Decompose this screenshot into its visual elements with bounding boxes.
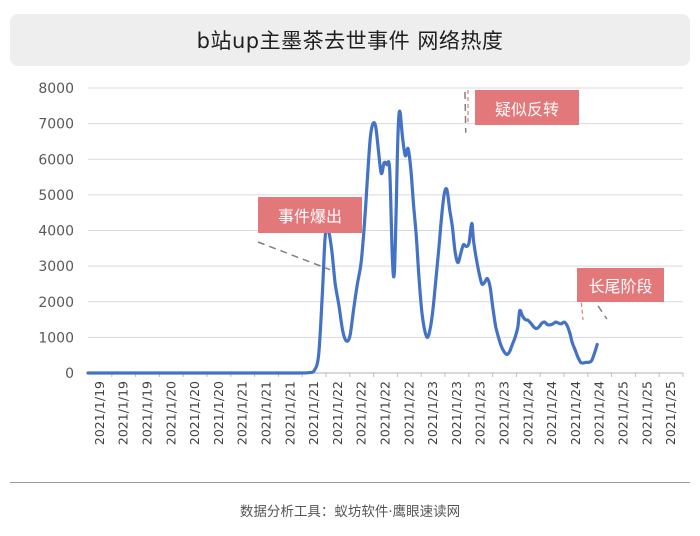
y-tick-label: 0 [65, 366, 74, 382]
x-tick-label: 2021/1/22 [330, 381, 345, 445]
x-tick-label: 2021/1/19 [116, 381, 131, 445]
connector-event [257, 241, 331, 271]
y-tick-label: 1000 [38, 330, 74, 346]
x-tick-label: 2021/1/21 [259, 381, 274, 445]
footer-divider [10, 482, 690, 483]
line-chart: 0 1000 2000 3000 4000 5000 6000 7000 8000 2021/1/… [38, 81, 684, 445]
x-tick-label: 2021/1/21 [282, 381, 297, 445]
x-tick-label: 2021/1/21 [306, 381, 321, 445]
x-tick-label: 2021/1/23 [449, 381, 464, 445]
annotation-label: 事件爆出 [258, 197, 362, 233]
y-tick-label: 5000 [38, 188, 74, 204]
y-tick-label: 7000 [38, 117, 74, 133]
x-tick-label: 2021/1/20 [163, 381, 178, 445]
x-tick-label: 2021/1/25 [639, 381, 654, 445]
y-tick-label: 8000 [38, 81, 74, 97]
x-tick-label: 2021/1/20 [187, 381, 202, 445]
x-tick-label: 2021/1/22 [401, 381, 416, 445]
x-tick-label: 2021/1/25 [616, 381, 631, 445]
x-tick-label: 2021/1/20 [211, 381, 226, 445]
chart-area: 0 1000 2000 3000 4000 5000 6000 7000 8000 2021/1/… [0, 70, 700, 480]
footer-source: 数据分析工具：蚁坊软件·鹰眼速读网 [239, 504, 461, 520]
x-tick-label: 2021/1/23 [425, 381, 440, 445]
annotation-label: 疑似反转 [475, 90, 579, 125]
x-tick-label: 2021/1/22 [378, 381, 393, 445]
y-tick-label: 2000 [38, 295, 74, 311]
x-tick-label: 2021/1/24 [520, 381, 535, 445]
x-tick-label: 2021/1/24 [592, 381, 607, 445]
x-tick-label: 2021/1/21 [235, 381, 250, 445]
x-tick-label: 2021/1/23 [497, 381, 512, 445]
x-tick-label: 2021/1/22 [354, 381, 369, 445]
connector-reversal [464, 91, 467, 133]
title-bar: b站up主墨茶去世事件 网络热度 [10, 14, 690, 66]
x-tick-label: 2021/1/19 [92, 381, 107, 445]
x-tick-label: 2021/1/23 [473, 381, 488, 445]
y-tick-label: 4000 [38, 224, 74, 240]
series-line [86, 109, 599, 375]
y-tick-label: 3000 [38, 259, 74, 275]
x-tick-label: 2021/1/24 [568, 381, 583, 445]
x-tick-label: 2021/1/24 [544, 381, 559, 445]
y-tick-label: 6000 [38, 152, 74, 168]
chart-title: b站up主墨茶去世事件 网络热度 [196, 29, 504, 53]
x-tick-label: 2021/1/25 [663, 381, 678, 445]
x-tick-label: 2021/1/19 [140, 381, 155, 445]
annotation-label: 长尾阶段 [577, 268, 664, 302]
